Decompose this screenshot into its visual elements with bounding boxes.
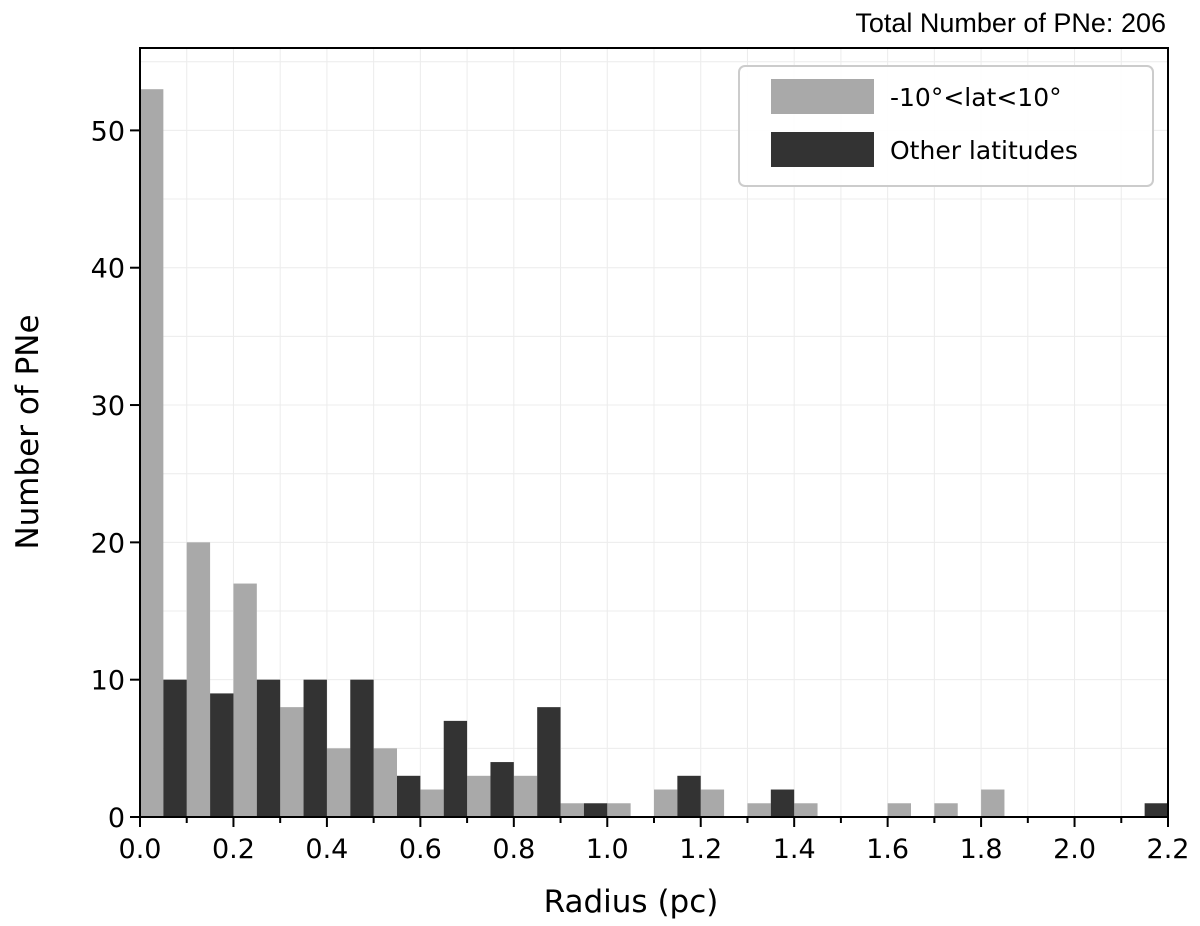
y-axis-title: Number of PNe (10, 314, 46, 549)
bar-low-latitude (186, 542, 211, 817)
bar-low-latitude (654, 789, 678, 817)
x-tick-label: 1.8 (960, 834, 1003, 865)
bar-other-latitudes (397, 775, 421, 817)
bar-low-latitude (560, 803, 584, 817)
x-tick-label: 1.6 (866, 834, 909, 865)
legend-swatch-low-latitude (771, 79, 874, 114)
bar-low-latitude (513, 775, 538, 817)
x-tick-label: 0.0 (119, 834, 162, 865)
total-count-annotation: Total Number of PNe: 206 (855, 8, 1166, 38)
bar-low-latitude (140, 89, 164, 818)
bar-low-latitude (467, 775, 491, 817)
bar-low-latitude (326, 748, 351, 817)
bar-low-latitude (700, 789, 725, 817)
legend-label-low-latitude: -10°<lat<10° (890, 83, 1062, 112)
y-tick-label: 40 (91, 254, 125, 285)
bar-other-latitudes (490, 762, 514, 817)
y-tick-label: 0 (108, 803, 125, 834)
x-tick-label: 1.2 (679, 834, 722, 865)
bar-low-latitude (420, 789, 444, 817)
bar-other-latitudes (537, 707, 561, 817)
bar-low-latitude (981, 789, 1005, 817)
bar-low-latitude (887, 803, 911, 817)
x-tick-label: 2.0 (1053, 834, 1096, 865)
bar-other-latitudes (677, 775, 701, 817)
axis-ticks: 0.0 0.2 0.4 0.6 0.8 1.0 1.2 1.4 1.6 1.8 2.0 2.2 0 10 2… (91, 116, 1190, 865)
bar-low-latitude (233, 583, 257, 817)
x-tick-label: 1.0 (586, 834, 629, 865)
legend-label-other-latitudes: Other latitudes (890, 136, 1078, 165)
x-axis-title: Radius (pc) (544, 884, 719, 920)
x-tick-label: 0.4 (305, 834, 348, 865)
bar-other-latitudes (256, 679, 281, 817)
bar-low-latitude (280, 707, 304, 817)
bar-other-latitudes (1144, 803, 1168, 817)
bar-low-latitude (747, 803, 771, 817)
legend: -10°<lat<10° Other latitudes (738, 65, 1154, 187)
y-tick-label: 20 (91, 528, 125, 559)
bar-other-latitudes (443, 720, 468, 817)
legend-swatch-other-latitudes (771, 132, 874, 167)
bar-other-latitudes (583, 803, 608, 817)
x-tick-label: 0.6 (399, 834, 442, 865)
bar-other-latitudes (163, 679, 187, 817)
bar-other-latitudes (210, 693, 234, 817)
x-tick-label: 2.2 (1147, 834, 1190, 865)
bars (140, 89, 1168, 818)
bar-other-latitudes (350, 679, 374, 817)
x-tick-label: 0.2 (212, 834, 255, 865)
bar-low-latitude (607, 803, 631, 817)
y-tick-label: 50 (91, 116, 125, 147)
bar-low-latitude (934, 803, 958, 817)
y-tick-label: 10 (91, 666, 125, 697)
bar-low-latitude (794, 803, 818, 817)
bar-low-latitude (373, 748, 397, 817)
bar-other-latitudes (303, 679, 327, 817)
x-tick-label: 1.4 (773, 834, 816, 865)
x-tick-label: 0.8 (492, 834, 535, 865)
y-tick-label: 30 (91, 391, 125, 422)
bar-other-latitudes (770, 789, 795, 817)
